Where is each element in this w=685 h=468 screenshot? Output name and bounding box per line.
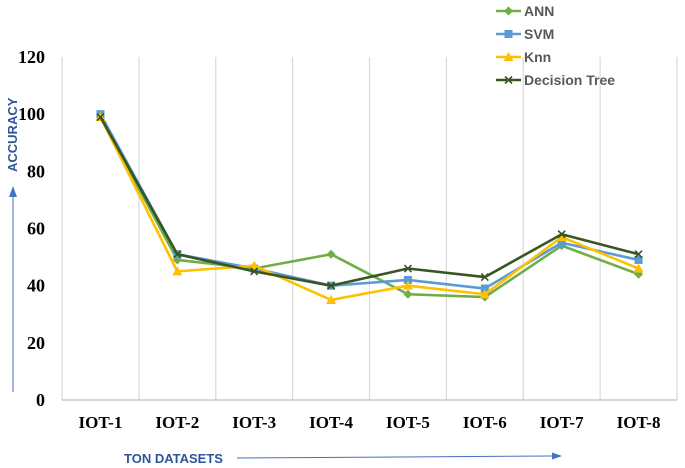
chart-grid	[61, 57, 678, 401]
y-axis-title: ACCURACY	[5, 97, 20, 172]
data-point	[634, 250, 643, 259]
x-tick-label: IOT-2	[155, 413, 199, 432]
data-point	[557, 238, 566, 247]
y-tick-label: 60	[27, 219, 45, 239]
series-line	[99, 116, 640, 299]
data-point	[480, 284, 489, 293]
legend-marker	[504, 75, 513, 85]
legend-label: SVM	[524, 26, 554, 42]
data-point	[249, 260, 260, 270]
legend-marker	[503, 52, 514, 61]
x-axis-arrow-head	[552, 452, 562, 460]
x-axis-title-group: TON DATASETS	[124, 451, 562, 466]
y-axis-arrow-head	[9, 186, 17, 197]
legend-label: Decision Tree	[524, 72, 615, 88]
data-point	[480, 273, 489, 282]
legend-label: Knn	[524, 49, 551, 65]
legend-label: ANN	[524, 3, 554, 19]
x-tick-label: IOT-7	[540, 413, 584, 432]
x-axis-arrow-line	[236, 455, 554, 459]
y-axis-title-group: ACCURACY	[5, 97, 20, 392]
data-point	[479, 289, 490, 299]
data-point	[403, 264, 413, 273]
series-line	[99, 116, 639, 287]
legend-marker	[504, 6, 513, 16]
x-tick-label: IOT-3	[232, 413, 276, 432]
legend-item: Knn	[496, 49, 551, 65]
x-tick-label: IOT-5	[386, 413, 430, 432]
chart-legend: ANN SVM Knn Decision Tree	[496, 3, 615, 88]
x-tick-label: IOT-1	[79, 413, 123, 432]
chart-series	[95, 110, 644, 304]
data-point	[633, 263, 644, 273]
y-tick-label: 120	[18, 47, 45, 67]
legend-marker	[504, 30, 513, 38]
data-point	[172, 266, 183, 276]
data-point	[173, 250, 182, 259]
y-tick-label: 0	[36, 390, 45, 410]
x-tick-label: IOT-6	[463, 413, 507, 432]
data-point	[326, 294, 337, 304]
legend-item: Decision Tree	[496, 72, 615, 88]
data-point	[326, 281, 336, 290]
data-point	[96, 112, 105, 122]
x-tick-label: IOT-8	[617, 413, 661, 432]
data-point	[557, 230, 566, 239]
y-tick-label: 20	[27, 333, 45, 353]
data-point	[403, 289, 413, 299]
y-tick-label: 80	[27, 161, 45, 181]
x-tick-label: IOT-4	[309, 413, 353, 432]
series-decision-tree	[96, 112, 643, 290]
data-point	[326, 249, 336, 259]
y-tick-label: 100	[18, 104, 45, 124]
data-point	[402, 280, 413, 290]
x-axis-title: TON DATASETS	[124, 451, 223, 466]
y-axis-ticks: 0 20 40 60 80 100 120	[18, 47, 45, 410]
data-point	[556, 232, 567, 242]
x-axis-ticks: IOT-1 IOT-2 IOT-3 IOT-4 IOT-5 IOT-6 IOT-7 IOT-8	[79, 413, 661, 432]
y-tick-label: 40	[27, 276, 45, 296]
data-point	[634, 255, 643, 264]
data-point	[403, 275, 412, 284]
data-point	[250, 267, 259, 276]
legend-item: SVM	[496, 26, 554, 42]
series-line	[99, 116, 640, 302]
legend-item: ANN	[496, 3, 554, 19]
